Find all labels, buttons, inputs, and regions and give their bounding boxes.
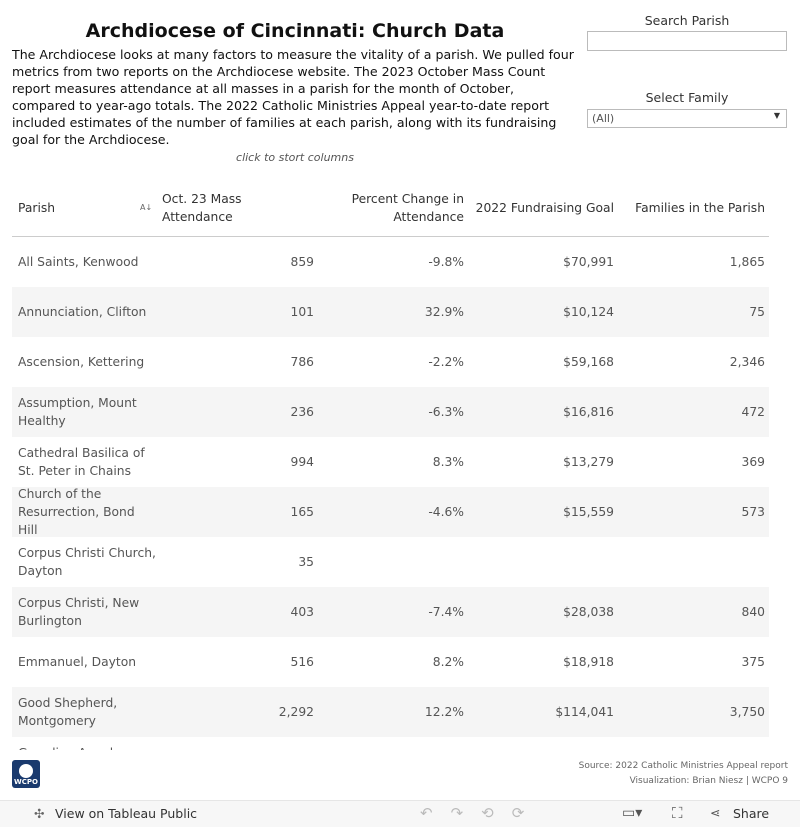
cell-goal: $15,559 — [563, 505, 614, 519]
cell-attendance: 101 — [290, 305, 314, 319]
table-row: Corpus Christi Church, Dayton 35 — [12, 537, 769, 587]
search-input[interactable] — [587, 31, 787, 51]
cell-change: 32.9% — [424, 305, 464, 319]
cell-goal: $114,041 — [555, 705, 614, 719]
share-icon: ⋖ — [710, 805, 721, 820]
cell-parish: Assumption, Mount Healthy — [18, 396, 137, 428]
toolbar: ✣ View on Tableau Public ↶↷⟲⟳ ▭▾ ⛶ ⋖ Sha… — [0, 800, 800, 827]
search-label: Search Parish — [644, 13, 730, 28]
family-value: (All) — [592, 112, 615, 125]
cell-families: 369 — [741, 455, 765, 469]
cell-change: -4.6% — [428, 505, 464, 519]
description: The Archdiocese looks at many factors to… — [12, 47, 574, 147]
table-row: Good Shepherd, Montgomery 2,292 12.2% $114,… — [12, 687, 769, 737]
cell-attendance: 35 — [298, 555, 314, 569]
cell-families: 3,750 — [729, 705, 765, 719]
cell-change: -7.4% — [428, 605, 464, 619]
cell-parish: Corpus Christi Church, Dayton — [18, 546, 156, 578]
share-button[interactable]: Share — [733, 806, 770, 821]
table-row: Emmanuel, Dayton 516 8.2% $18,918 375 — [12, 637, 769, 687]
cell-change: -6.3% — [428, 405, 464, 419]
column-header[interactable]: Parish — [18, 201, 56, 215]
cell-attendance: 786 — [290, 355, 314, 369]
cell-attendance: 2,292 — [278, 705, 314, 719]
table-row: Church of the Resurrection, Bond Hill 165… — [12, 487, 769, 537]
cell-change: -2.2% — [428, 355, 464, 369]
view-link[interactable]: View on Tableau Public — [55, 806, 198, 821]
cell-goal: $59,168 — [563, 355, 614, 369]
table-row: Corpus Christi, New Burlington 403 -7.4% $2… — [12, 587, 769, 637]
cell-parish: All Saints, Kenwood — [18, 255, 139, 269]
cell-parish: Annunciation, Clifton — [18, 305, 147, 319]
history-icons: ↶↷⟲⟳ — [420, 804, 543, 822]
source: Source: 2022 Catholic Ministries Appeal … — [578, 761, 788, 771]
cell-families: 2,346 — [729, 355, 765, 369]
table-row: Annunciation, Clifton 101 32.9% $10,124 75 — [12, 287, 769, 337]
sort-note: click to stort columns — [236, 151, 354, 164]
logo-text: WCPO — [14, 778, 38, 786]
cell-parish: Guardian Angels Parish — [18, 737, 158, 750]
cell-parish: Emmanuel, Dayton — [18, 655, 137, 669]
cell-attendance: 859 — [290, 255, 314, 269]
logo-circle — [19, 764, 33, 778]
cell-parish: Cathedral Basilica of St. Peter in Chain… — [18, 446, 145, 478]
table: Parish A↓ Oct. 23 Mass Attendance Percen… — [12, 180, 772, 750]
cell-attendance: 165 — [290, 505, 314, 519]
header-rule — [12, 236, 769, 237]
fullscreen-icon[interactable]: ⛶ — [672, 804, 683, 822]
dropdown-arrow: ▼ — [773, 111, 780, 120]
cell-families: 375 — [741, 655, 765, 669]
cell-parish: Corpus Christi, New Burlington — [18, 596, 140, 628]
cell-change: -9.8% — [428, 255, 464, 269]
sort-icon[interactable]: A↓ — [140, 203, 153, 212]
cell-attendance: 516 — [290, 655, 314, 669]
column-header[interactable]: Oct. 23 Mass Attendance — [162, 192, 242, 224]
table-row: Cathedral Basilica of St. Peter in Chain… — [12, 437, 769, 487]
table-row: All Saints, Kenwood 859 -9.8% $70,991 1,865 — [12, 237, 769, 287]
cell-goal: $16,816 — [563, 405, 614, 419]
column-header[interactable]: 2022 Fundraising Goal — [475, 201, 614, 215]
cell-families: 573 — [741, 505, 765, 519]
download-icon[interactable]: ▭▾ — [622, 805, 643, 821]
cell-goal: $13,279 — [563, 455, 614, 469]
cell-change: 12.2% — [424, 705, 464, 719]
title: Archdiocese of Cincinnati: Church Data — [85, 20, 505, 42]
credit: Visualization: Brian Niesz | WCPO 9 — [629, 776, 788, 786]
cell-change: 8.2% — [432, 655, 464, 669]
cell-goal: $18,918 — [563, 655, 614, 669]
table-row: Assumption, Mount Healthy 236 -6.3% $16,816… — [12, 387, 769, 437]
cell-goal: $28,038 — [563, 605, 614, 619]
column-header[interactable]: Families in the Parish — [635, 201, 765, 215]
cell-families: 1,865 — [729, 255, 765, 269]
cell-families: 472 — [741, 405, 765, 419]
cell-attendance: 236 — [290, 405, 314, 419]
cell-goal: $10,124 — [563, 305, 614, 319]
cell-parish: Church of the Resurrection, Bond Hill — [18, 487, 135, 537]
family-dropdown[interactable]: (All) ▼ — [587, 109, 787, 128]
family-label: Select Family — [645, 90, 729, 105]
column-header[interactable]: Percent Change in Attendance — [351, 192, 464, 224]
cell-families: 75 — [749, 305, 765, 319]
cell-families: 840 — [741, 605, 765, 619]
tableau-icon: ✣ — [34, 806, 45, 821]
table-row: Guardian Angels Parish — [12, 737, 769, 750]
logo: WCPO — [12, 760, 40, 788]
cell-change: 8.3% — [432, 455, 464, 469]
cell-attendance: 994 — [290, 455, 314, 469]
table-row: Ascension, Kettering 786 -2.2% $59,168 2,346 — [12, 337, 769, 387]
cell-parish: Ascension, Kettering — [18, 355, 145, 369]
cell-attendance: 403 — [290, 605, 314, 619]
cell-parish: Good Shepherd, Montgomery — [18, 696, 118, 728]
cell-goal: $70,991 — [563, 255, 614, 269]
